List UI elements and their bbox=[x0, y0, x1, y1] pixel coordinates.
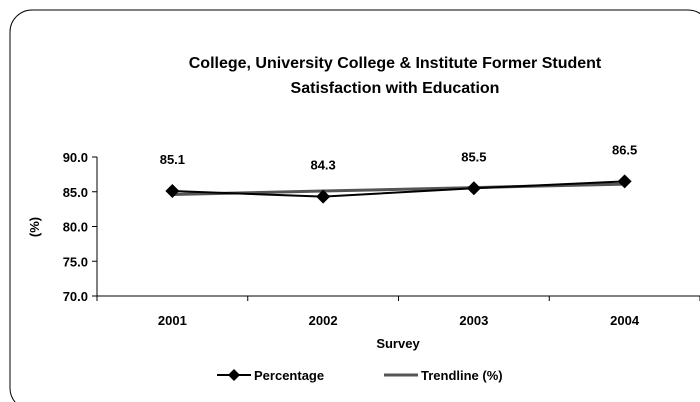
series-line-percentage bbox=[172, 180, 625, 198]
chart-title-line-1: College, University College & Institute … bbox=[189, 55, 602, 72]
chart-title-line-2: Satisfaction with Education bbox=[291, 80, 500, 97]
y-axis-ticks: 70.0 75.0 80.0 85.0 90.0 bbox=[63, 150, 97, 304]
data-point-marker bbox=[466, 181, 481, 196]
x-tick-label: 2003 bbox=[459, 313, 488, 328]
y-tick-label: 75.0 bbox=[63, 254, 88, 269]
data-label: 85.1 bbox=[160, 152, 185, 167]
data-label: 85.5 bbox=[461, 149, 486, 164]
x-axis-ticks: 2001 2002 2003 2004 bbox=[96, 296, 700, 328]
data-point-marker bbox=[165, 184, 180, 199]
x-tick-label: 2004 bbox=[610, 313, 640, 328]
series-line-trendline bbox=[172, 182, 625, 197]
legend-trendline-label: Trendline (%) bbox=[421, 368, 503, 383]
chart-border bbox=[9, 9, 700, 402]
legend-percentage-label: Percentage bbox=[254, 368, 324, 383]
data-point-marker bbox=[617, 174, 632, 189]
series-layer: 85.1 84.3 85.5 86.5 bbox=[160, 142, 637, 204]
data-point-marker bbox=[316, 189, 331, 204]
y-tick-label: 70.0 bbox=[63, 289, 88, 304]
x-tick-label: 2002 bbox=[309, 313, 338, 328]
y-tick-label: 85.0 bbox=[63, 185, 88, 200]
legend-percentage-marker bbox=[228, 369, 240, 381]
y-tick-label: 80.0 bbox=[63, 220, 88, 235]
data-label: 86.5 bbox=[612, 142, 637, 157]
x-tick-label: 2001 bbox=[158, 313, 187, 328]
x-axis-title: Survey bbox=[376, 336, 420, 351]
data-label: 84.3 bbox=[310, 158, 335, 173]
y-tick-label: 90.0 bbox=[63, 150, 88, 165]
y-axis-title: (%) bbox=[27, 217, 42, 237]
legend: Percentage Trendline (%) bbox=[217, 368, 503, 383]
